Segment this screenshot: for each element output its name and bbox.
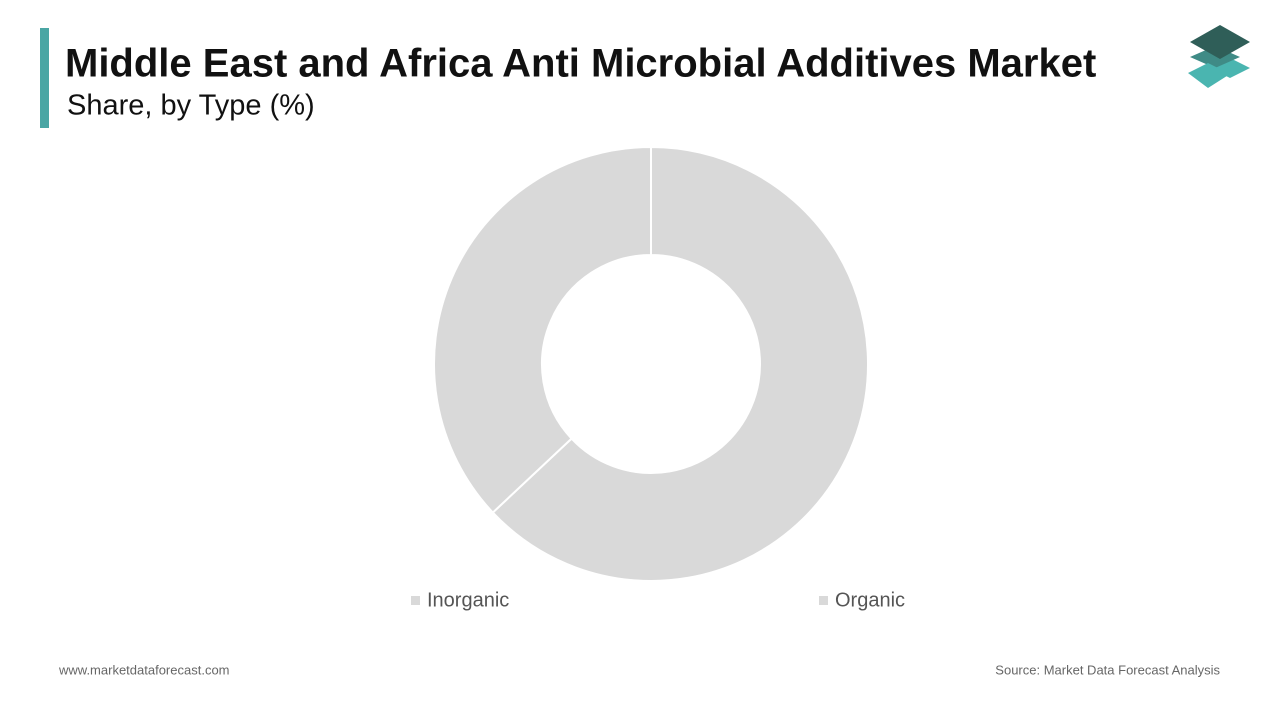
- logo: [1188, 25, 1250, 88]
- legend-swatch: [411, 596, 420, 605]
- legend-label: Organic: [835, 589, 905, 611]
- legend-swatch: [819, 596, 828, 605]
- donut-segment: [433, 145, 652, 514]
- source: Source: Market Data Forecast Analysis: [995, 662, 1220, 677]
- donut-segment: [491, 145, 869, 582]
- chart-title: Middle East and Africa Anti Microbial Ad…: [65, 42, 1096, 86]
- website: www.marketdataforecast.com: [58, 662, 230, 677]
- chart-subtitle: Share, by Type (%): [67, 90, 315, 122]
- legend-label: Inorganic: [427, 589, 509, 611]
- title-accent: [40, 28, 49, 128]
